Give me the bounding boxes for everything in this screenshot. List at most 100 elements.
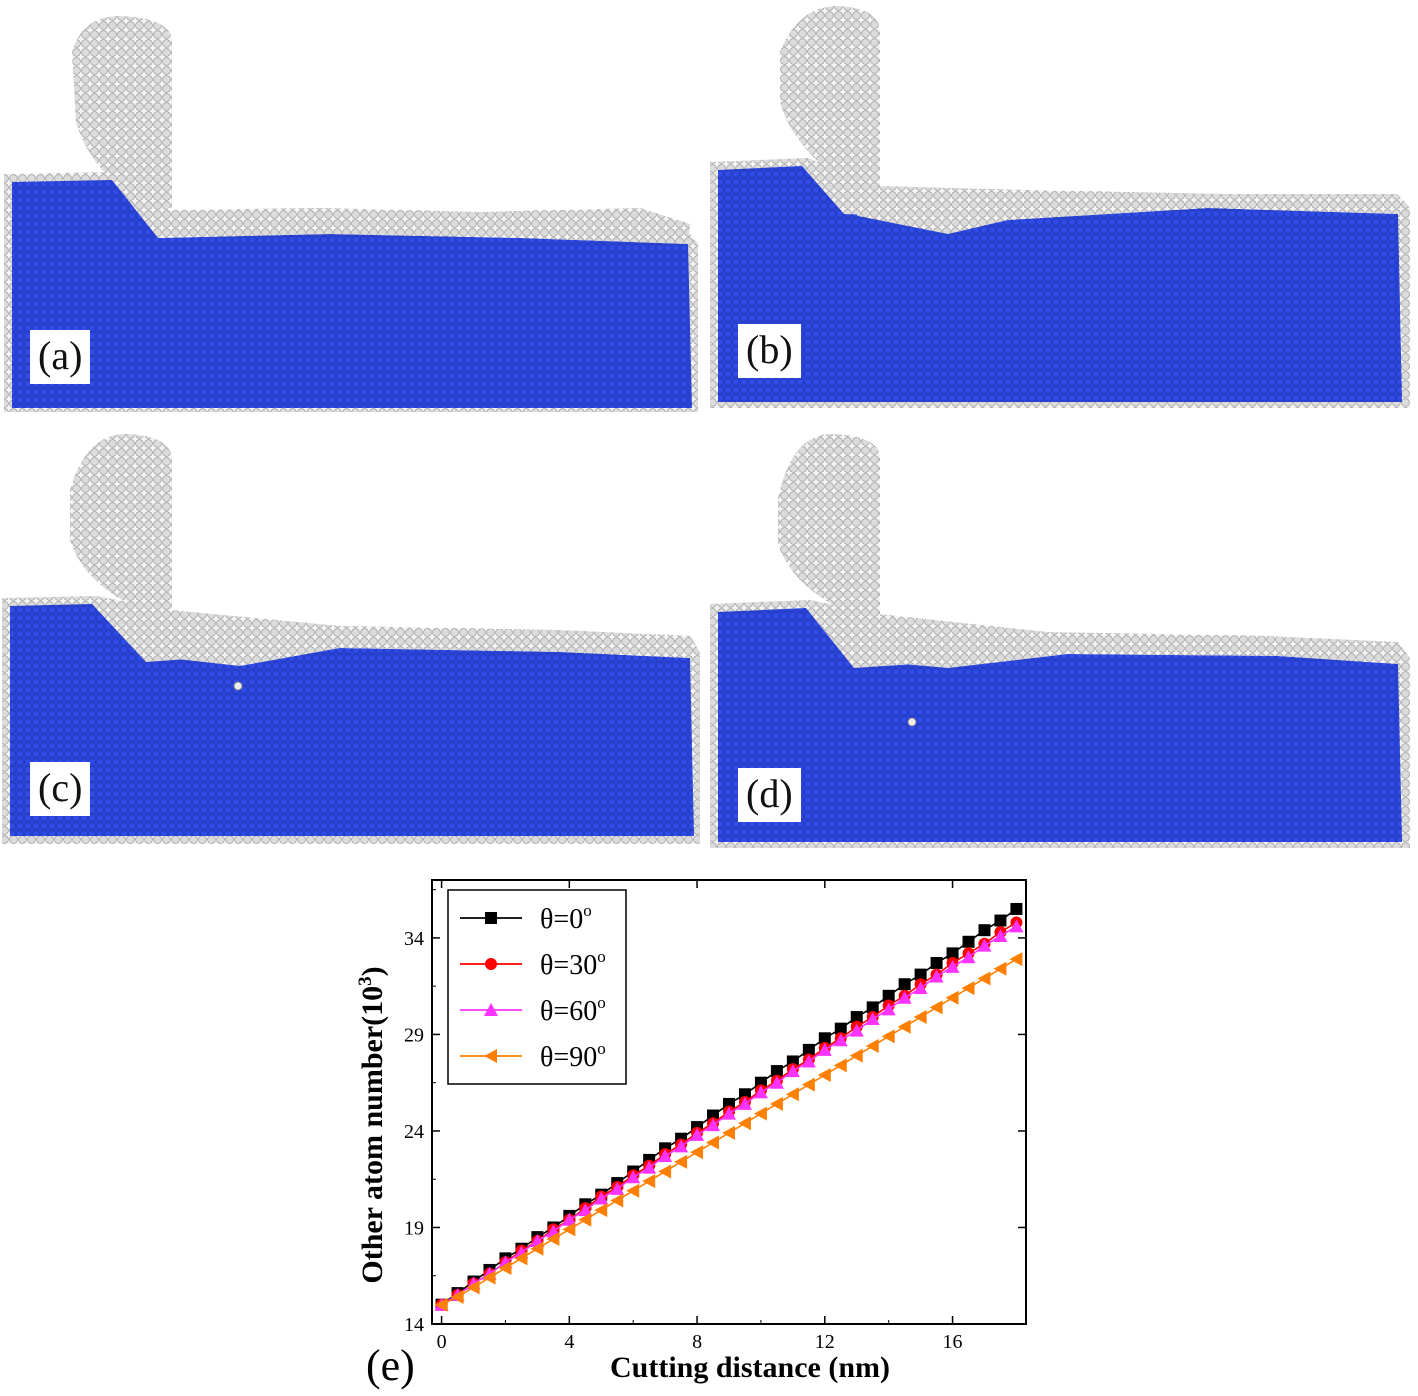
data-point	[674, 1139, 689, 1153]
y-tick-label: 19	[404, 1217, 424, 1239]
data-point	[722, 1125, 735, 1140]
data-point	[642, 1160, 657, 1174]
legend-label-sup: o	[597, 993, 606, 1012]
data-point	[818, 1032, 831, 1045]
series-3	[434, 952, 1023, 1312]
data-point	[897, 1019, 911, 1034]
md-snapshot-c	[2, 434, 700, 844]
panel-label-c: (c)	[30, 762, 91, 816]
legend-marker	[485, 912, 497, 924]
cutting-tool	[70, 434, 172, 614]
series-layer	[434, 902, 1024, 1312]
y-axis-title-prefix: Other atom number(10	[356, 986, 389, 1284]
data-point	[801, 1077, 815, 1092]
substrate	[718, 166, 1402, 402]
y-axis-title-suffix: )	[356, 966, 389, 976]
data-point	[849, 1023, 864, 1037]
data-point	[562, 1222, 576, 1237]
data-point	[914, 968, 927, 981]
substrate	[10, 604, 694, 836]
panel-label-e: (e)	[366, 1341, 415, 1390]
legend-label: θ=0o	[540, 901, 592, 935]
data-point	[737, 1116, 751, 1131]
substrate	[12, 180, 692, 408]
data-point	[753, 1106, 767, 1121]
md-panel-a: (a)	[0, 12, 704, 416]
data-point	[658, 1149, 673, 1163]
chip-layer	[96, 596, 690, 666]
data-point	[594, 1191, 609, 1205]
y-tick-label: 29	[404, 1024, 424, 1046]
plot-frame	[431, 879, 1027, 1325]
x-tick-label: 16	[943, 1331, 963, 1353]
data-point	[658, 1164, 672, 1179]
vacancy-atom	[233, 681, 243, 691]
data-point	[578, 1212, 592, 1227]
legend-box	[447, 889, 627, 1085]
data-point	[946, 947, 959, 960]
y-tick-label: 24	[404, 1121, 424, 1143]
data-point	[977, 938, 992, 952]
data-point	[898, 978, 911, 991]
panel-label-b: (b)	[738, 324, 801, 378]
cutting-tool	[72, 16, 172, 208]
data-point	[993, 928, 1008, 942]
data-point	[801, 1054, 816, 1068]
data-point	[690, 1145, 704, 1160]
data-point	[866, 1001, 879, 1014]
data-point	[913, 1010, 927, 1025]
x-tick-label: 12	[815, 1331, 835, 1353]
data-point	[450, 1289, 464, 1304]
data-point	[834, 1022, 847, 1035]
y-axis-title-exp: 3	[355, 976, 376, 986]
data-point	[642, 1174, 656, 1189]
data-point	[674, 1154, 688, 1169]
data-point	[945, 990, 959, 1005]
data-point	[626, 1170, 641, 1184]
data-point	[865, 1011, 880, 1025]
chip-layer	[118, 172, 690, 244]
substrate	[718, 608, 1402, 842]
md-snapshot-b	[710, 6, 1410, 408]
legend-label-text: θ=30	[540, 950, 597, 981]
x-axis-title: Cutting distance (nm)	[610, 1351, 890, 1384]
data-point	[706, 1118, 721, 1132]
chip-layer	[808, 158, 1398, 234]
axes: 0 4 8 12 16 14 19 24 29 34	[404, 879, 1027, 1353]
legend-label: θ=90o	[540, 1039, 606, 1073]
vacancy-atom	[907, 717, 917, 727]
md-snapshot-d	[710, 434, 1410, 848]
md-panel-c: (c)	[0, 430, 704, 848]
data-point	[626, 1183, 640, 1198]
data-point	[897, 990, 912, 1004]
legend-label-sup: o	[597, 947, 606, 966]
data-point	[881, 1002, 896, 1016]
data-point	[514, 1251, 528, 1266]
data-point	[562, 1212, 577, 1226]
data-point	[882, 989, 895, 1002]
data-point	[977, 971, 991, 986]
data-point	[546, 1232, 560, 1247]
data-point	[785, 1064, 800, 1078]
panel-label-d: (d)	[738, 768, 801, 822]
legend-marker	[485, 958, 497, 970]
data-point	[610, 1193, 624, 1208]
legend-marker	[484, 1003, 498, 1016]
data-point	[737, 1096, 752, 1110]
data-point	[1009, 952, 1023, 967]
data-point	[1009, 919, 1024, 933]
legend-label-text: θ=0	[540, 904, 583, 935]
data-point	[817, 1042, 832, 1056]
data-point	[706, 1135, 720, 1150]
data-point	[690, 1127, 705, 1141]
data-point	[994, 914, 1007, 927]
y-axis-title: Other atom number(103)	[355, 966, 389, 1283]
md-panel-d: (d)	[708, 428, 1414, 852]
data-point	[961, 981, 975, 996]
legend-label: θ=60o	[540, 993, 606, 1027]
x-tick-label: 8	[692, 1331, 702, 1353]
data-point	[833, 1033, 848, 1047]
x-tick-label: 0	[437, 1331, 447, 1353]
